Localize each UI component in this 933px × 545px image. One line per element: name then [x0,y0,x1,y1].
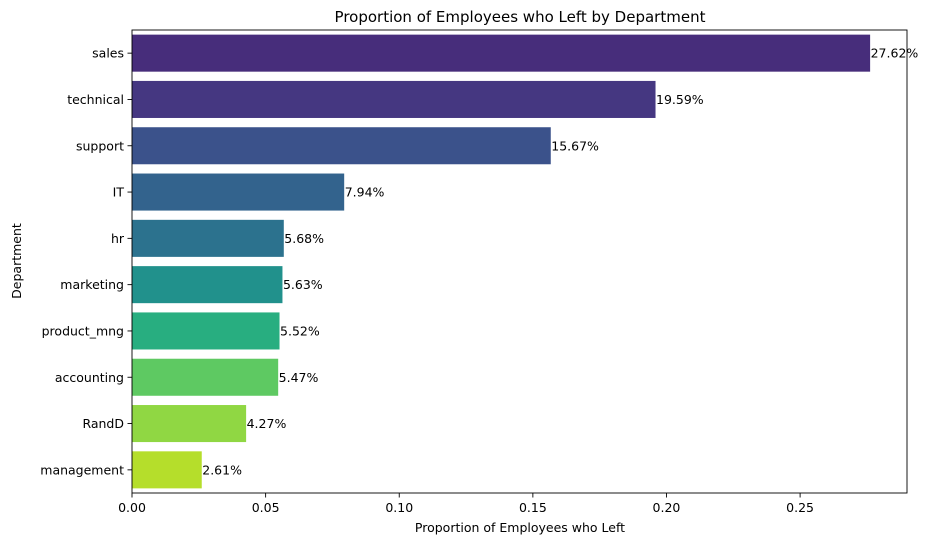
category-label: IT [113,185,125,200]
bar-hr [132,219,284,257]
data-label: 5.52% [280,323,320,338]
category-label: support [76,138,124,153]
bar-accounting [132,358,279,396]
category-label: RandD [82,416,124,431]
bar-management [132,451,202,489]
data-label: 7.94% [345,185,385,200]
plot-frame [131,29,908,494]
bar-technical [132,80,656,118]
x-axis-ticks: 0.00 0.05 0.10 0.15 0.20 0.25 [118,493,814,515]
category-labels: sales technical support IT hr marketing produc… [40,46,132,477]
data-label: 5.47% [279,370,319,385]
bar-marketing [132,266,283,304]
data-label: 5.68% [284,231,324,246]
category-label: accounting [55,370,124,385]
data-label: 15.67% [551,138,599,153]
x-tick-label: 0.00 [118,500,146,515]
x-axis-title: Proportion of Employees who Left [415,520,625,535]
category-label: management [40,462,124,477]
category-label: sales [92,46,124,61]
bar-sales [132,34,871,72]
category-label: technical [67,92,124,107]
x-tick-label: 0.05 [252,500,280,515]
x-tick-label: 0.20 [653,500,681,515]
bars-group [132,34,871,489]
bar-support [132,127,551,165]
y-axis-title: Department [9,223,24,299]
bar-IT [132,173,345,211]
category-label: marketing [60,277,124,292]
category-label: product_mng [42,323,124,338]
data-label: 27.62% [871,46,919,61]
bar-product_mng [132,312,280,350]
data-label: 5.63% [283,277,323,292]
category-label: hr [111,231,125,246]
x-tick-label: 0.25 [786,500,814,515]
data-label: 4.27% [247,416,287,431]
data-labels: 27.62% 19.59% 15.67% 7.94% 5.68% 5.63% 5.52% 5.… [202,46,918,478]
x-tick-label: 0.15 [519,500,547,515]
chart-title: Proportion of Employees who Left by Depa… [335,8,706,26]
data-label: 19.59% [656,92,704,107]
bar-RandD [132,405,247,443]
x-tick-label: 0.10 [385,500,413,515]
data-label: 2.61% [202,462,242,477]
